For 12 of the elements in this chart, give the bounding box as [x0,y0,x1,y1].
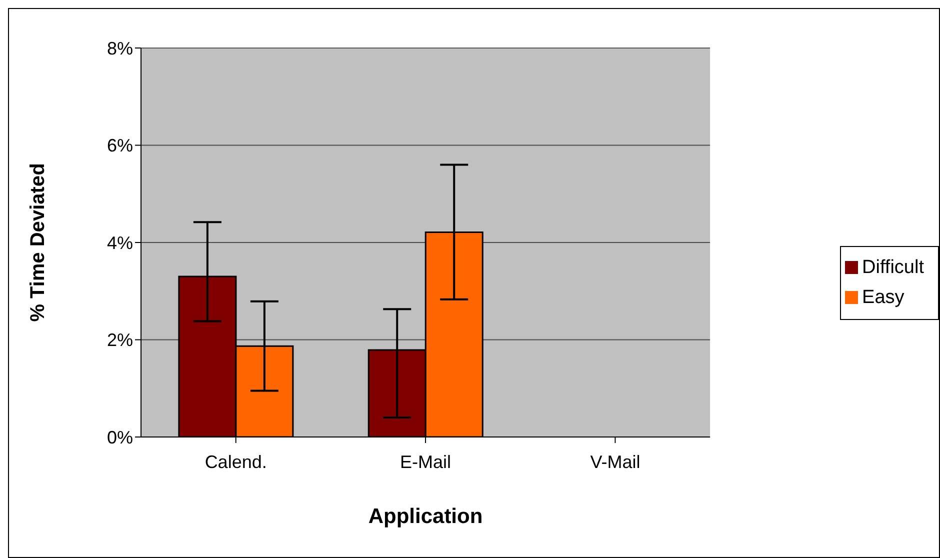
y-tick-label: 2% [106,330,133,350]
y-tick-label: 8% [106,38,133,58]
y-axis-title: % Time Deviated [27,163,50,322]
x-axis-title: Application [368,505,483,528]
x-tick-label: E-Mail [400,452,452,472]
x-tick-label: Calend. [204,452,267,472]
x-tick-label: V-Mail [590,452,640,472]
legend-label: Difficult [862,257,924,278]
y-tick-label: 0% [106,427,133,448]
y-tick-label: 6% [106,136,133,156]
y-tick-label: 4% [106,232,133,253]
legend-label: Easy [862,287,904,308]
